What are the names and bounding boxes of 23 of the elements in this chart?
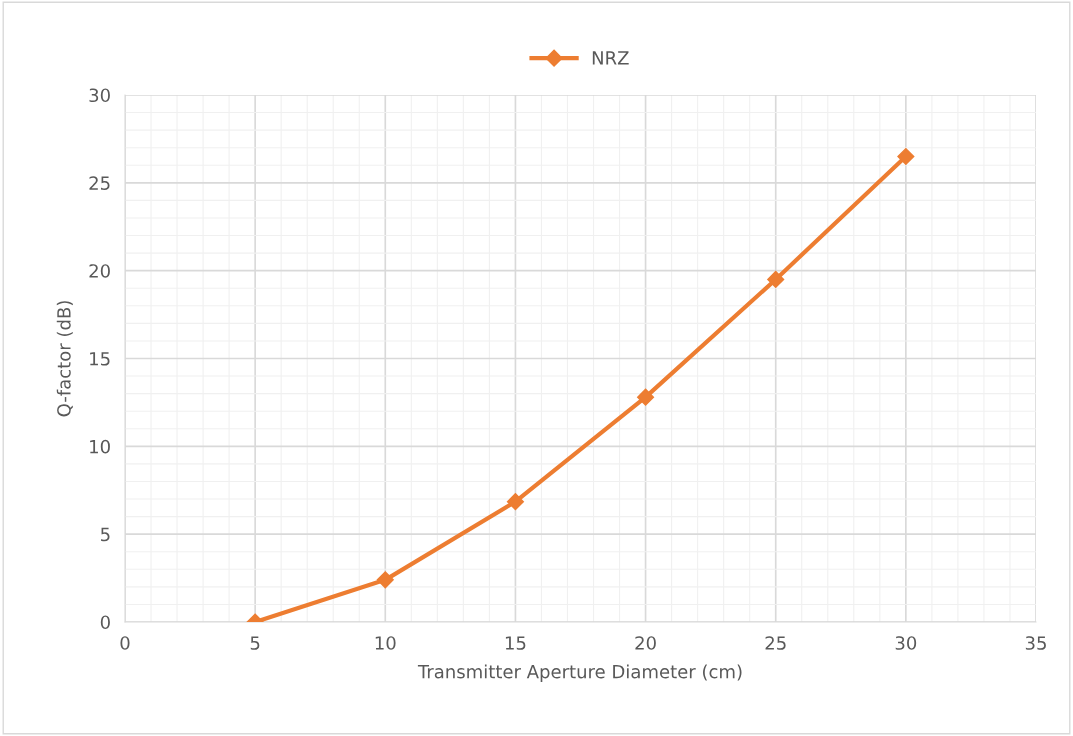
y-tick-label: 0	[100, 615, 110, 630]
y-tick-label: 10	[90, 439, 110, 454]
y-tick-label: 30	[89, 88, 110, 103]
point	[506, 493, 524, 511]
y-tick-label: 25	[89, 176, 110, 190]
x-tick-label: 20	[635, 636, 656, 650]
x-axis-title: Transmitter Aperture Diameter (cm)	[417, 664, 742, 682]
point	[637, 388, 655, 406]
y-axis-title: Q-factor (dB)	[56, 301, 73, 417]
point	[897, 147, 915, 166]
x-tick-label: 10	[375, 636, 396, 650]
x-tick-label: 30	[895, 636, 917, 650]
point	[376, 571, 394, 589]
legend-label: NRZ	[592, 51, 629, 65]
x-tick-label: 15	[505, 636, 526, 650]
y-tick-label: 15	[90, 352, 110, 366]
y-tick-label: 5	[101, 527, 110, 542]
x-tick-label: 0	[120, 636, 130, 650]
y-tick-label: 20	[89, 264, 110, 278]
x-tick-label: 5	[250, 636, 260, 650]
x-tick-label: 35	[1025, 636, 1046, 650]
x-tick-label: 25	[765, 636, 786, 650]
point	[767, 270, 785, 289]
